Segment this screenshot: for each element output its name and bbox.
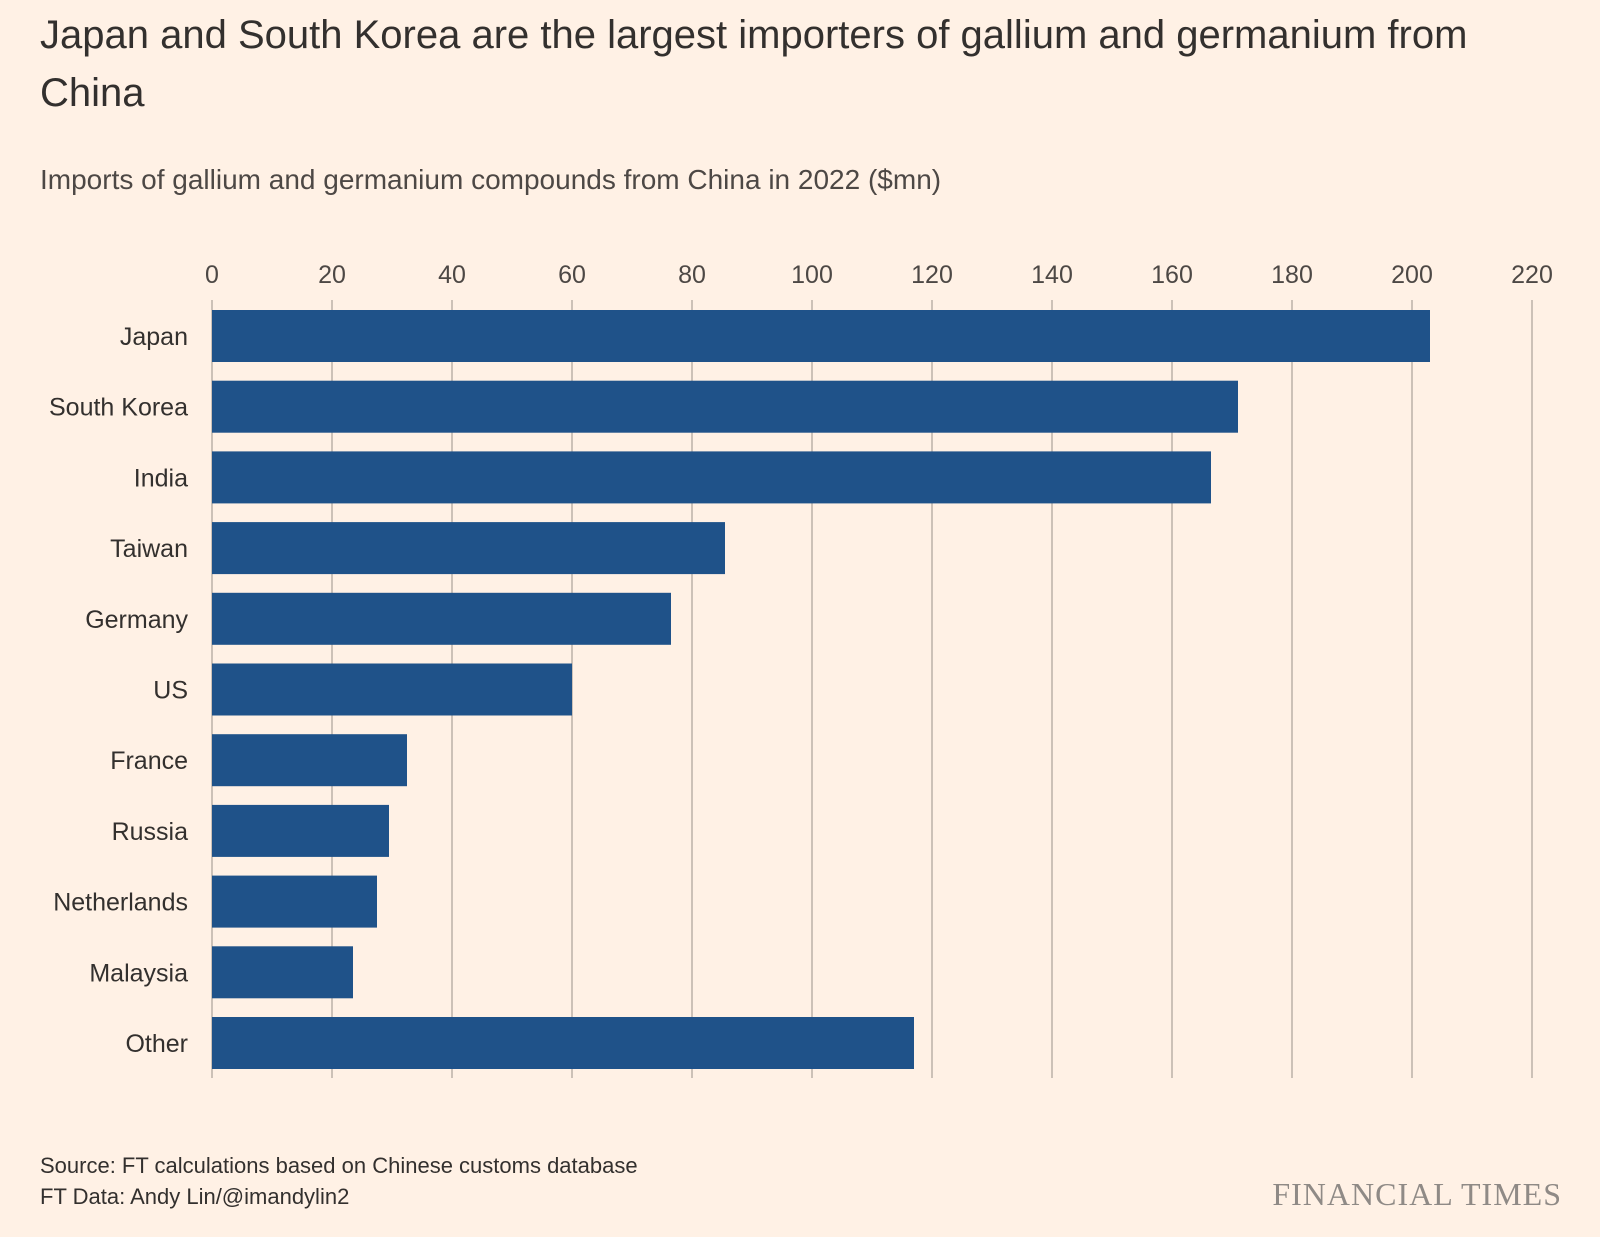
bars <box>212 310 1430 1069</box>
bar-taiwan <box>212 522 725 575</box>
x-tick-label: 60 <box>558 261 586 289</box>
chart-subtitle: Imports of gallium and germanium compoun… <box>40 164 942 195</box>
x-tick-label: 80 <box>678 261 706 289</box>
x-tick-label: 120 <box>911 261 953 289</box>
x-tick-label: 100 <box>791 261 833 289</box>
bar-germany <box>212 592 671 645</box>
x-tick-label: 140 <box>1031 261 1073 289</box>
x-tick-label: 40 <box>438 261 466 289</box>
source-note: Source: FT calculations based on Chinese… <box>40 1153 638 1178</box>
bar-us <box>212 663 572 716</box>
category-label: France <box>110 747 188 775</box>
x-axis-ticks: 0 20 40 60 80 100 120 140 160 180 200 220 <box>205 261 1553 289</box>
chart-title: Japan and South Korea are the largest im… <box>40 13 1468 115</box>
category-label: Malaysia <box>89 959 188 987</box>
bar-india <box>212 451 1211 504</box>
category-label: Russia <box>112 818 189 846</box>
financial-times-logo: FINANCIAL TIMES <box>1272 1176 1562 1212</box>
category-label: US <box>153 677 188 705</box>
x-tick-label: 20 <box>318 261 346 289</box>
category-label: India <box>134 464 188 492</box>
x-tick-label: 180 <box>1271 261 1313 289</box>
bar-russia <box>212 804 389 857</box>
chart-footer: Source: FT calculations based on Chinese… <box>40 1150 638 1212</box>
category-label: Netherlands <box>53 889 188 917</box>
bar-other <box>212 1017 914 1069</box>
bar-malaysia <box>212 946 353 999</box>
category-label: Germany <box>85 606 188 634</box>
bar-france <box>212 734 407 787</box>
x-tick-label: 220 <box>1511 261 1553 289</box>
category-label: Taiwan <box>110 535 188 563</box>
category-label: Japan <box>120 323 188 351</box>
category-labels: Japan South Korea India Taiwan Germany US Fran… <box>49 323 188 1058</box>
bar-netherlands <box>212 875 377 928</box>
x-tick-label: 0 <box>205 261 219 289</box>
bar-south-korea <box>212 380 1238 433</box>
x-tick-label: 200 <box>1391 261 1433 289</box>
category-label: Other <box>125 1030 188 1058</box>
category-label: South Korea <box>49 394 188 422</box>
x-tick-label: 160 <box>1151 261 1193 289</box>
bar-japan <box>212 310 1430 362</box>
credit-note: FT Data: Andy Lin/@imandylin2 <box>40 1184 350 1209</box>
